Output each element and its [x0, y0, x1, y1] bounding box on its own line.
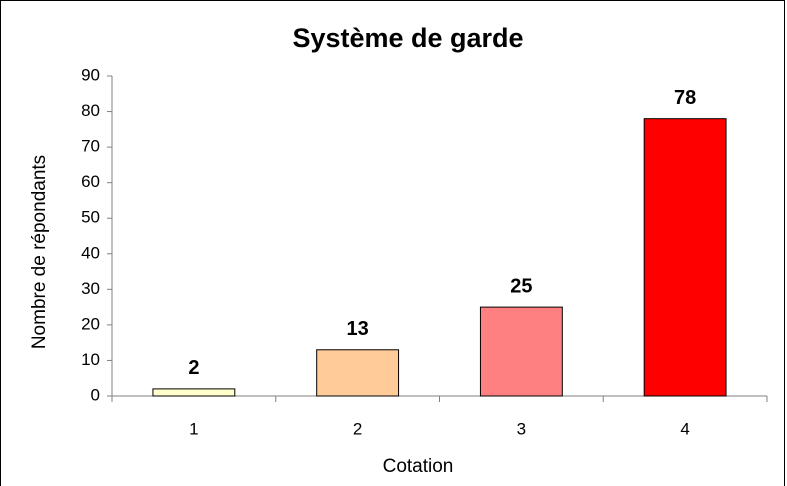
- data-label: 78: [674, 87, 696, 109]
- bar: [316, 349, 400, 397]
- y-tick-label: 20: [81, 314, 100, 333]
- y-tick-label: 50: [81, 208, 100, 227]
- bar: [479, 306, 563, 397]
- y-tick-label: 30: [81, 279, 100, 298]
- bar: [643, 118, 727, 397]
- x-tick-label: 2: [353, 419, 362, 438]
- y-tick-label: 60: [81, 172, 100, 191]
- x-tick-label: 3: [517, 419, 526, 438]
- y-tick-label: 40: [81, 243, 100, 262]
- y-tick-label: 10: [81, 350, 100, 369]
- x-tick-label: 4: [680, 419, 689, 438]
- y-tick-label: 0: [91, 385, 100, 404]
- y-tick-label: 70: [81, 137, 100, 156]
- x-tick-label: 1: [189, 419, 198, 438]
- data-label: 2: [188, 357, 199, 379]
- data-label: 25: [510, 275, 532, 297]
- y-axis-label: Nombre de répondants: [29, 155, 50, 349]
- y-tick-label: 90: [81, 65, 100, 84]
- chart-title: Système de garde: [292, 23, 523, 53]
- y-tick-label: 80: [81, 101, 100, 120]
- bar: [152, 388, 236, 397]
- data-label: 13: [347, 318, 369, 340]
- x-axis-label: Cotation: [383, 456, 454, 477]
